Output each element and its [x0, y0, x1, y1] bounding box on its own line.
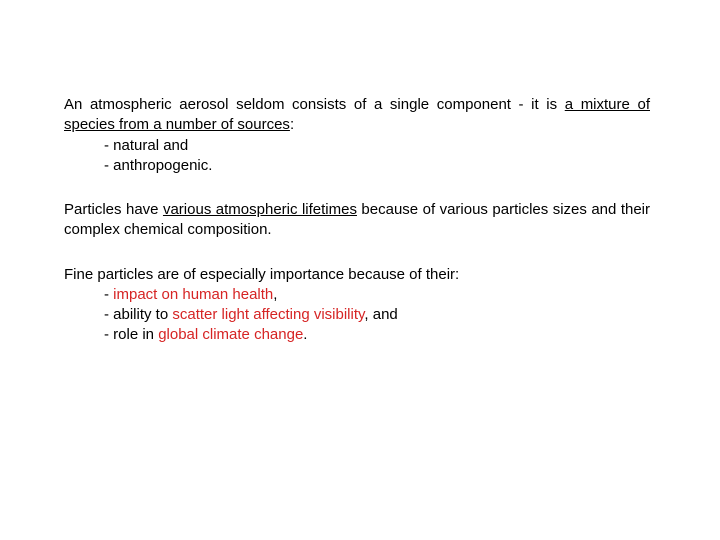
p1-bullet-2: - anthropogenic. [104, 156, 650, 176]
p2-underline: various atmospheric lifetimes [163, 201, 357, 218]
p3-text-1: Fine particles are of especially importa… [64, 266, 459, 283]
p3-b2c: , and [364, 306, 397, 323]
paragraph-1: An atmospheric aerosol seldom consists o… [64, 95, 650, 176]
p3-b3a: - role in [104, 326, 158, 343]
p3-b3c: . [303, 326, 307, 343]
p3-bullet-1: - impact on human health, [104, 285, 650, 305]
p1-text-1: An atmospheric aerosol seldom consists o… [64, 96, 565, 113]
p3-b1a: - [104, 286, 113, 303]
p3-bullet-3: - role in global climate change. [104, 325, 650, 345]
p3-b2a: - ability to [104, 306, 172, 323]
p3-b1c: , [273, 286, 277, 303]
slide: An atmospheric aerosol seldom consists o… [0, 0, 720, 540]
p3-b1b: impact on human health [113, 286, 273, 303]
p3-bullets: - impact on human health, - ability to s… [64, 285, 650, 346]
p1-text-3: : [290, 116, 294, 133]
p3-b3b: global climate change [158, 326, 303, 343]
p1-bullet-1: - natural and [104, 136, 650, 156]
paragraph-2: Particles have various atmospheric lifet… [64, 200, 650, 241]
p1-bullets: - natural and - anthropogenic. [64, 136, 650, 177]
paragraph-3: Fine particles are of especially importa… [64, 265, 650, 346]
p2-text-1: Particles have [64, 201, 163, 218]
p3-b2b: scatter light affecting visibility [172, 306, 364, 323]
p3-bullet-2: - ability to scatter light affecting vis… [104, 305, 650, 325]
